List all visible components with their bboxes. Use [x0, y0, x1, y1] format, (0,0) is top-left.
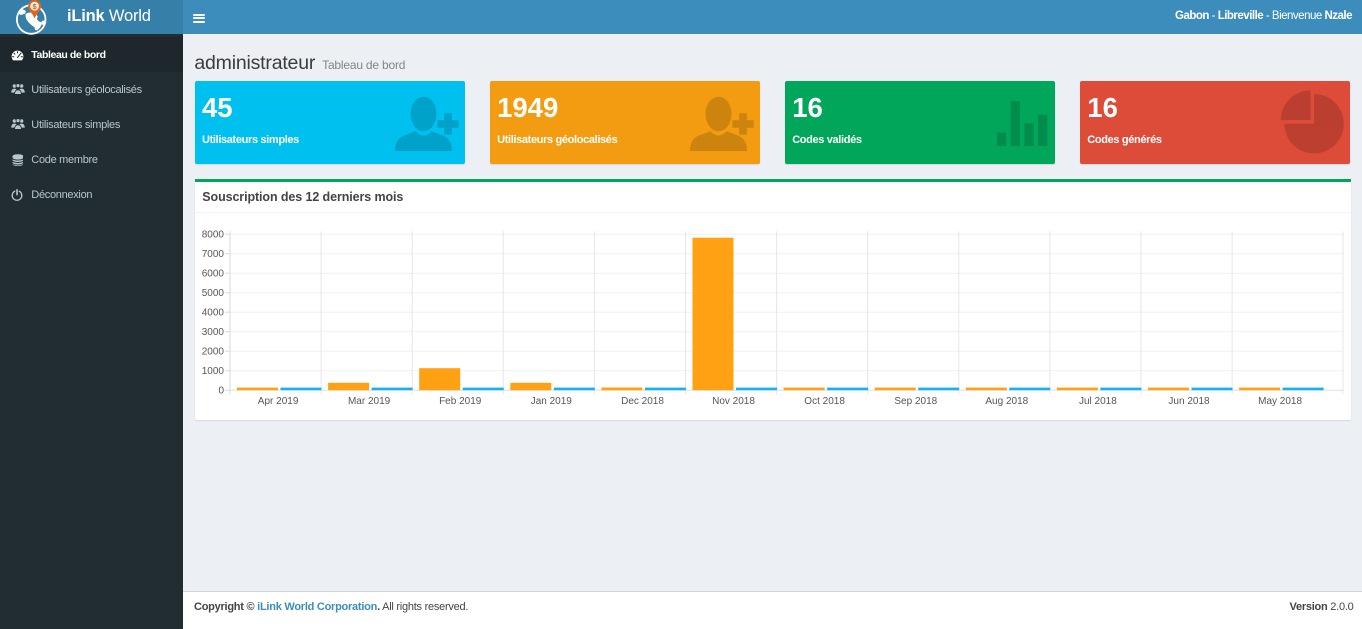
- svg-text:Dec 2018: Dec 2018: [621, 396, 664, 407]
- svg-text:Aug 2018: Aug 2018: [985, 396, 1028, 407]
- svg-text:May 2018: May 2018: [1258, 396, 1302, 407]
- svg-text:Jan 2019: Jan 2019: [531, 396, 573, 407]
- svg-text:7000: 7000: [202, 249, 225, 260]
- svg-text:Mar 2019: Mar 2019: [348, 396, 391, 407]
- svg-text:Jun 2018: Jun 2018: [1168, 396, 1210, 407]
- svg-text:Feb 2019: Feb 2019: [439, 396, 482, 407]
- svg-text:8000: 8000: [202, 230, 225, 241]
- svg-text:Jul 2018: Jul 2018: [1079, 396, 1117, 407]
- svg-text:Nov 2018: Nov 2018: [712, 396, 755, 407]
- svg-text:$: $: [33, 2, 38, 11]
- svg-text:5000: 5000: [202, 288, 225, 299]
- svg-text:0: 0: [218, 386, 224, 397]
- svg-text:2000: 2000: [202, 347, 225, 358]
- svg-text:Apr 2019: Apr 2019: [258, 396, 299, 407]
- svg-text:3000: 3000: [202, 327, 225, 338]
- svg-text:6000: 6000: [202, 269, 225, 280]
- svg-text:Oct 2018: Oct 2018: [804, 396, 845, 407]
- svg-text:4000: 4000: [202, 308, 225, 319]
- svg-text:1000: 1000: [202, 366, 225, 377]
- svg-text:Sep 2018: Sep 2018: [894, 396, 937, 407]
